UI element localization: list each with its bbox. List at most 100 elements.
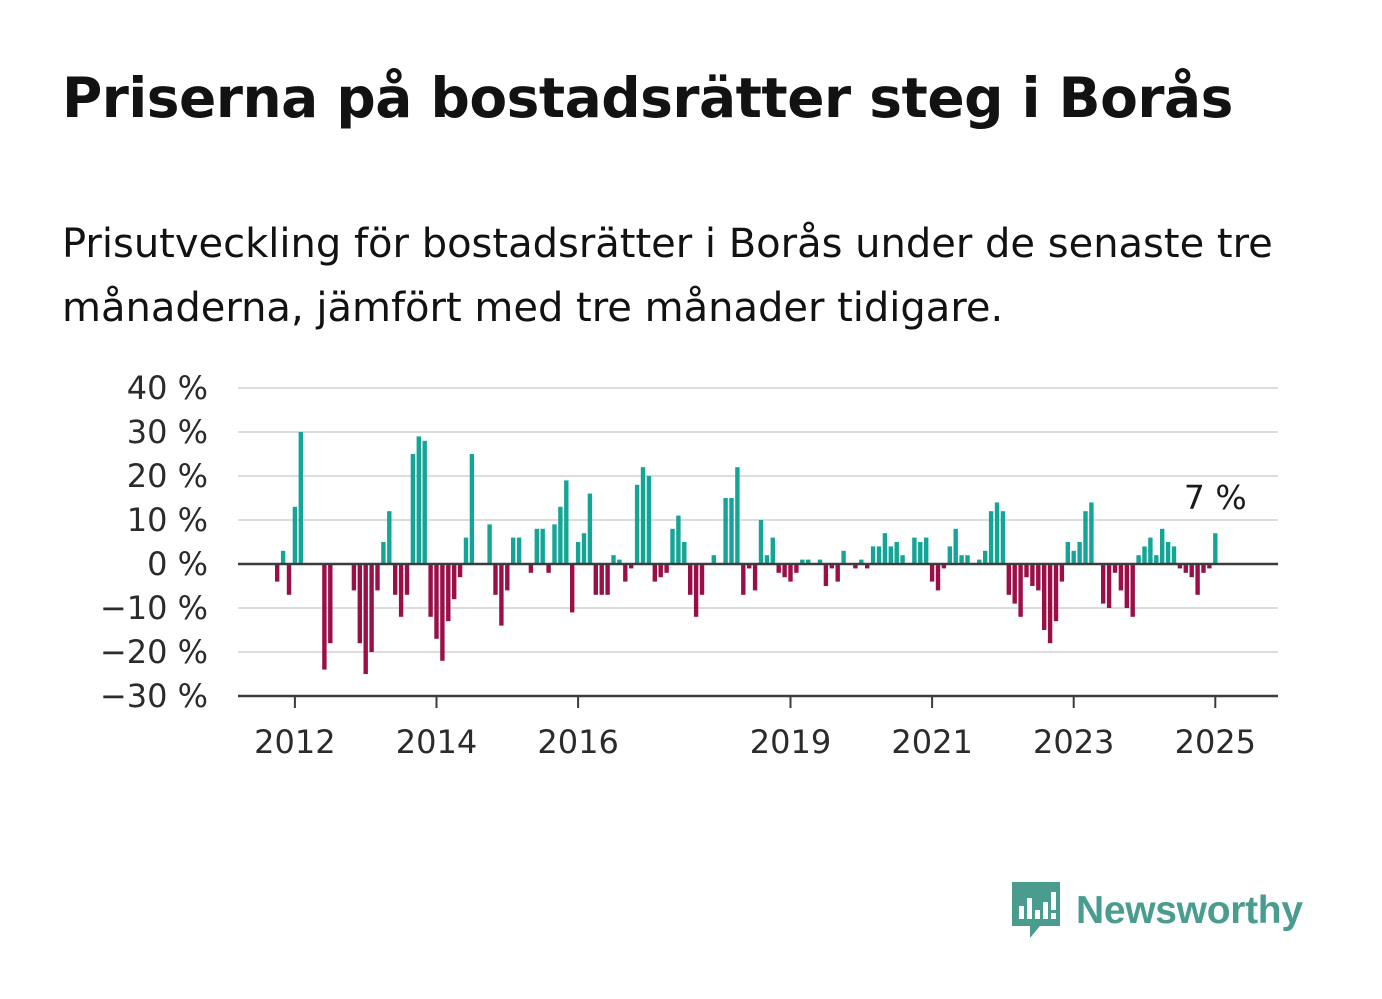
- bar: [918, 542, 923, 564]
- bar: [280, 550, 286, 564]
- bar: [611, 555, 616, 564]
- bar: [286, 564, 292, 595]
- bar: [416, 436, 421, 564]
- bar: [1142, 546, 1147, 564]
- bar: [977, 559, 982, 564]
- bar: [1201, 564, 1206, 573]
- bar: [747, 564, 752, 569]
- bar: [1059, 564, 1065, 582]
- bar: [1106, 564, 1112, 608]
- bar: [752, 564, 758, 591]
- bar: [375, 564, 380, 591]
- axes: [238, 562, 1278, 708]
- bar: [505, 564, 510, 591]
- bar: [552, 524, 557, 564]
- y-tick-label: −30 %: [100, 677, 208, 715]
- bar: [1165, 542, 1171, 564]
- bar: [558, 506, 563, 564]
- bar: [1101, 564, 1106, 604]
- y-tick-label: −10 %: [100, 589, 208, 627]
- bar: [983, 550, 988, 564]
- bar: [564, 480, 569, 564]
- bar: [322, 564, 327, 670]
- bar: [841, 550, 846, 564]
- bar: [575, 542, 581, 564]
- bar: [646, 476, 652, 564]
- bar: [593, 564, 598, 595]
- bar: [1012, 564, 1017, 604]
- bars: [275, 432, 1218, 674]
- x-tick-label: 2023: [1033, 723, 1114, 761]
- y-tick-label: 30 %: [127, 413, 208, 451]
- bar: [1124, 564, 1129, 608]
- bar: [682, 542, 687, 564]
- bar: [800, 559, 805, 564]
- bar: [1207, 564, 1212, 569]
- bar: [853, 564, 858, 569]
- bar: [652, 564, 657, 582]
- bar: [381, 542, 386, 564]
- bar: [1171, 546, 1177, 564]
- bar: [1148, 537, 1153, 564]
- bar: [658, 564, 663, 578]
- bar: [729, 498, 734, 564]
- bar: [988, 511, 994, 564]
- bar: [387, 511, 392, 564]
- bar-chart-speech-bubble-icon: [1012, 882, 1060, 938]
- bar: [935, 564, 941, 591]
- bar: [941, 564, 947, 569]
- bar: [888, 546, 893, 564]
- bar: [735, 467, 740, 564]
- bar: [1195, 564, 1200, 595]
- bar: [1136, 555, 1141, 564]
- bar: [457, 564, 463, 578]
- bar: [959, 555, 964, 564]
- bar: [393, 564, 398, 595]
- bar: [758, 520, 764, 564]
- x-tick-label: 2019: [750, 723, 831, 761]
- bar: [882, 533, 888, 564]
- bar: [1213, 533, 1218, 564]
- x-tick-label: 2014: [396, 723, 477, 761]
- bar: [369, 564, 374, 652]
- bar: [487, 524, 492, 564]
- bar: [570, 564, 575, 613]
- bar: [664, 564, 669, 573]
- bar: [676, 515, 681, 564]
- bar: [817, 559, 823, 564]
- bar: [870, 546, 876, 564]
- bar: [1112, 564, 1118, 573]
- bar: [599, 564, 604, 595]
- bar: [546, 564, 551, 573]
- bar: [900, 555, 905, 564]
- newsworthy-logo[interactable]: Newsworthy: [1010, 878, 1303, 944]
- bar: [894, 542, 899, 564]
- bar: [463, 537, 469, 564]
- y-tick-label: 20 %: [127, 457, 208, 495]
- bar: [428, 564, 433, 617]
- bar: [699, 564, 705, 595]
- bar: [788, 564, 793, 582]
- bar: [1189, 564, 1194, 578]
- bar: [1042, 564, 1047, 630]
- bar: [947, 546, 952, 564]
- bar: [794, 564, 799, 573]
- bar: [581, 533, 587, 564]
- bar: [865, 564, 870, 569]
- bar: [587, 493, 593, 564]
- bar: [1053, 564, 1059, 622]
- bar: [1071, 550, 1076, 564]
- bar: [605, 564, 610, 595]
- bar: [629, 564, 634, 569]
- bar: [1154, 555, 1159, 564]
- bar: [876, 546, 882, 564]
- bar: [1000, 511, 1006, 564]
- bar: [770, 537, 775, 564]
- bar: [711, 555, 716, 564]
- bar: [528, 564, 534, 573]
- bar: [806, 559, 811, 564]
- bar: [965, 555, 970, 564]
- bar: [640, 467, 646, 564]
- bar: [363, 564, 368, 674]
- bar: [292, 506, 298, 564]
